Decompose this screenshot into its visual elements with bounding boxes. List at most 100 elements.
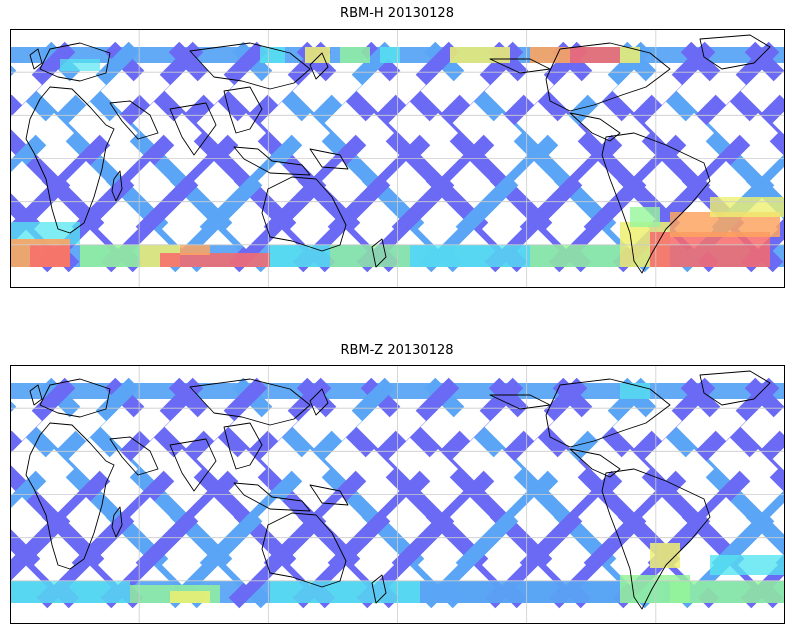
gap-diamond <box>290 113 330 153</box>
gap-diamond <box>450 497 490 537</box>
gap-diamond <box>386 497 426 537</box>
value-patch <box>260 47 285 63</box>
gap-diamond <box>34 545 74 585</box>
coastline <box>699 370 771 406</box>
coastline <box>261 176 347 252</box>
coastline <box>25 422 115 570</box>
coastline <box>309 484 349 506</box>
value-patch <box>530 245 620 267</box>
gap-diamond <box>706 161 746 201</box>
coastline <box>39 378 111 418</box>
value-patch <box>10 581 130 603</box>
coastline <box>109 100 159 140</box>
gap-diamond <box>706 497 746 537</box>
gap-diamond <box>130 401 170 441</box>
gap-diamond <box>514 497 554 537</box>
gap-diamond <box>10 161 42 201</box>
gap-diamond <box>482 113 522 153</box>
coastline <box>223 422 263 470</box>
gap-diamond <box>66 401 106 441</box>
gap-diamond <box>354 545 394 585</box>
gap-diamond <box>674 113 714 153</box>
map-title-top: RBM-H 20130128 <box>340 6 454 21</box>
gap-diamond <box>482 449 522 489</box>
gap-diamond <box>418 209 458 249</box>
coastline <box>371 238 387 268</box>
gap-diamond <box>34 113 74 153</box>
value-patch <box>650 232 770 267</box>
gap-diamond <box>738 113 778 153</box>
gap-diamond <box>418 449 458 489</box>
gap-diamond <box>162 545 202 585</box>
coastline <box>29 384 43 406</box>
value-patch <box>530 47 570 63</box>
value-patch <box>30 245 70 267</box>
value-patch <box>305 47 330 63</box>
gap-diamond <box>706 65 746 105</box>
map-frame <box>10 29 785 288</box>
gap-diamond <box>514 65 554 105</box>
value-patch <box>270 581 420 603</box>
coastlines-rbm-z <box>25 370 771 610</box>
coastlines-rbm-h <box>25 34 771 274</box>
gap-diamond <box>770 406 785 436</box>
value-patch <box>60 59 100 71</box>
gap-diamond <box>514 401 554 441</box>
gap-diamond <box>738 449 778 489</box>
gap-diamond <box>674 449 714 489</box>
gap-diamond <box>10 497 42 537</box>
coastline <box>111 506 123 538</box>
gap-diamond <box>546 449 586 489</box>
gap-diamond <box>642 65 682 105</box>
gap-diamond <box>482 545 522 585</box>
gap-diamond <box>450 401 490 441</box>
coastline <box>489 58 551 74</box>
gap-diamond <box>226 113 266 153</box>
gap-diamond <box>770 502 785 532</box>
gap-diamond <box>290 449 330 489</box>
high-value-bands-rbm-z <box>10 383 785 603</box>
gap-diamond <box>610 113 650 153</box>
coastline <box>233 146 311 176</box>
gap-diamond <box>322 497 362 537</box>
gap-diamond <box>322 401 362 441</box>
gap-diamond <box>386 161 426 201</box>
gap-diamond <box>354 113 394 153</box>
coastline <box>109 436 159 476</box>
coastline <box>569 448 621 478</box>
gap-diamond <box>130 161 170 201</box>
gap-diamond <box>770 166 785 196</box>
value-patch <box>450 47 510 63</box>
coastline <box>309 52 329 80</box>
value-patch <box>160 253 270 267</box>
gap-diamond <box>514 161 554 201</box>
gap-diamond <box>578 401 618 441</box>
swath-descending <box>740 217 785 273</box>
coastline <box>489 394 551 410</box>
value-patch <box>340 47 370 63</box>
gap-diamond <box>194 497 234 537</box>
gap-diamond <box>130 497 170 537</box>
gap-diamond <box>418 545 458 585</box>
map-frame <box>10 365 785 624</box>
coastline <box>111 170 123 202</box>
value-patch <box>620 47 640 63</box>
gap-diamond <box>226 209 266 249</box>
gap-diamond <box>706 401 746 441</box>
coastline <box>601 132 711 274</box>
gap-diamond <box>194 65 234 105</box>
map-panel-rbm-h <box>10 29 785 288</box>
coastline <box>371 574 387 604</box>
gap-diamond <box>98 545 138 585</box>
value-patch <box>670 581 785 603</box>
value-patch <box>710 197 785 217</box>
value-patch <box>380 47 400 63</box>
value-patch <box>170 591 210 603</box>
coastline <box>169 102 217 156</box>
gap-diamond <box>642 161 682 201</box>
gap-diamond <box>162 449 202 489</box>
gap-diamond <box>578 65 618 105</box>
coastline <box>261 512 347 588</box>
coastline <box>545 378 671 448</box>
value-patch <box>570 47 620 63</box>
